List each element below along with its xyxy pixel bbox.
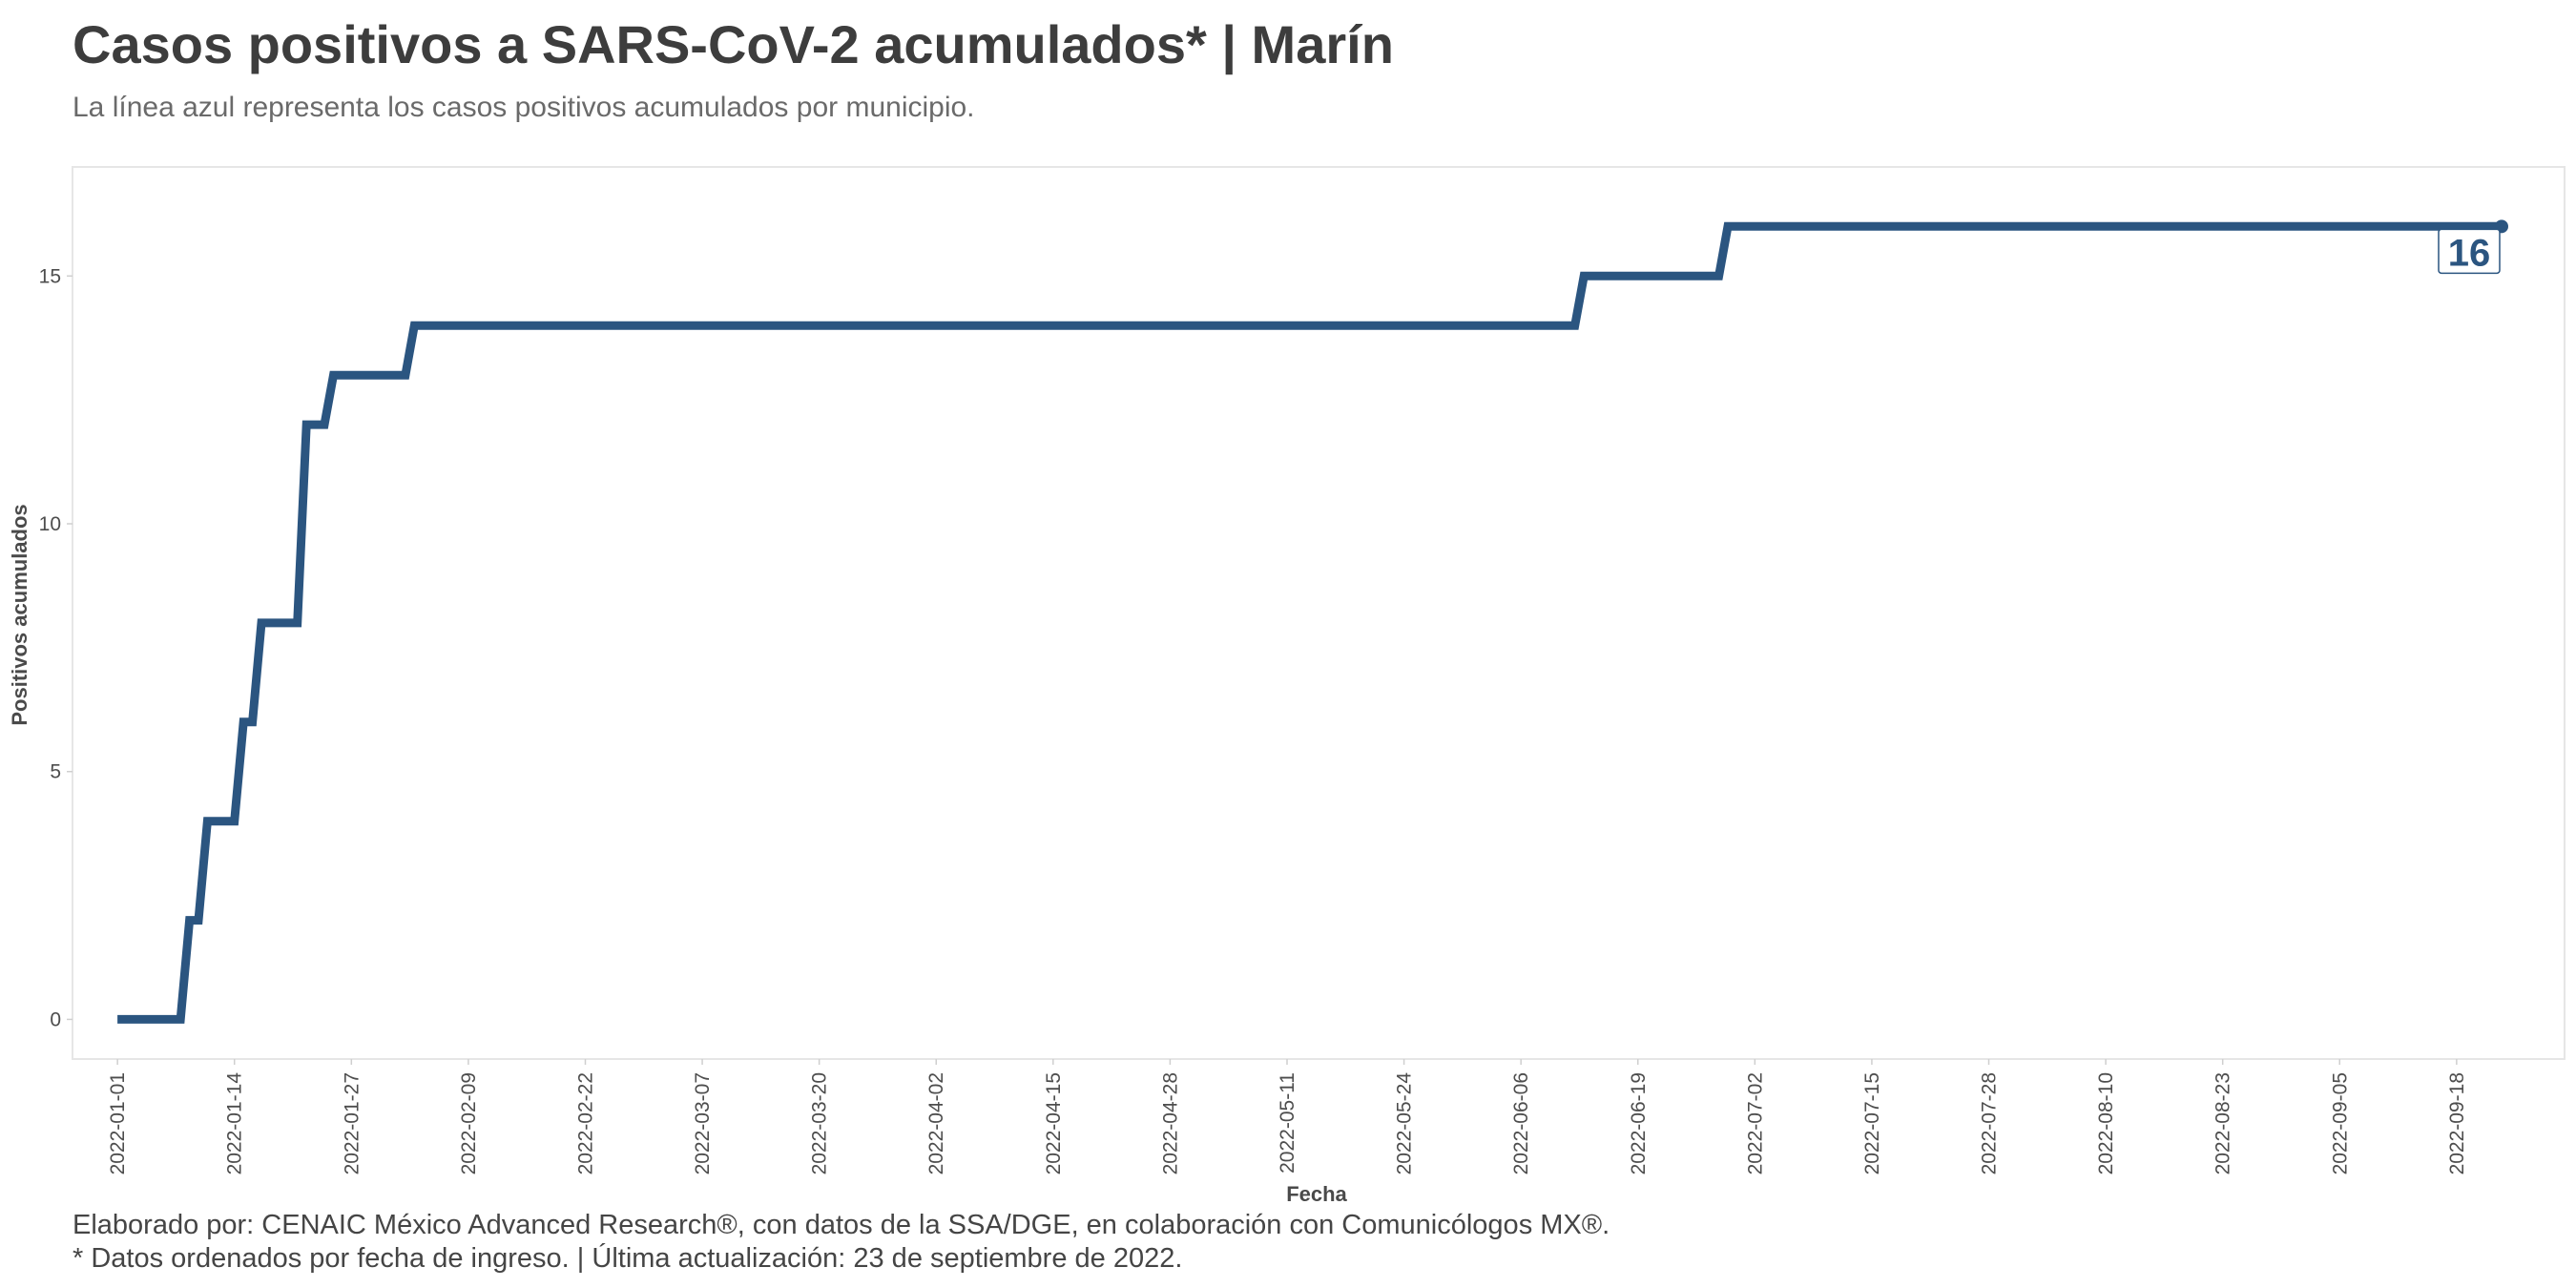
end-value-label: 16 — [2438, 228, 2501, 275]
x-tick-label: 2022-04-15 — [1043, 1072, 1065, 1174]
y-tick-label: 5 — [50, 761, 61, 783]
x-tick-label: 2022-02-09 — [458, 1072, 480, 1174]
x-tick-label: 2022-03-07 — [692, 1072, 714, 1174]
x-tick-label: 2022-01-14 — [224, 1072, 246, 1175]
chart-title: Casos positivos a SARS-CoV-2 acumulados*… — [73, 14, 1394, 74]
x-tick-label: 2022-02-22 — [574, 1072, 596, 1174]
x-axis-title: Fecha — [1286, 1182, 1347, 1206]
x-tick-label: 2022-08-23 — [2212, 1072, 2234, 1174]
x-tick-label: 2022-01-01 — [107, 1072, 129, 1174]
y-axis-title: Positivos acumulados — [8, 504, 31, 725]
plot-panel — [72, 166, 2566, 1060]
y-tick-label: 0 — [50, 1008, 61, 1030]
x-tick-label: 2022-01-27 — [341, 1072, 363, 1174]
x-tick-label: 2022-09-18 — [2446, 1072, 2468, 1174]
x-tick-label: 2022-05-11 — [1277, 1072, 1298, 1174]
end-value-label-box — [2438, 228, 2501, 275]
chart-subtitle: La línea azul representa los casos posit… — [73, 92, 975, 123]
x-tick-label: 2022-08-10 — [2095, 1072, 2117, 1174]
y-tick-label: 15 — [39, 265, 61, 287]
x-tick-label: 2022-07-15 — [1861, 1072, 1883, 1174]
x-tick-label: 2022-05-24 — [1394, 1072, 1416, 1175]
x-tick-label: 2022-04-28 — [1159, 1072, 1181, 1174]
source-caption: Elaborado por: CENAIC México Advanced Re… — [73, 1210, 1610, 1240]
x-tick-label: 2022-04-02 — [925, 1072, 947, 1174]
y-axis: 0 5 10 15 — [39, 265, 73, 1030]
x-axis: 2022-01-01 2022-01-14 2022-01-27 2022-02-09… — [107, 1059, 2468, 1174]
y-tick-label: 10 — [39, 513, 61, 535]
end-value-label-text: 16 — [2448, 232, 2491, 274]
x-tick-label: 2022-06-19 — [1628, 1072, 1650, 1174]
notes-caption: * Datos ordenados por fecha de ingreso. … — [73, 1243, 1183, 1274]
x-tick-label: 2022-06-06 — [1510, 1072, 1532, 1174]
x-tick-label: 2022-03-20 — [809, 1072, 831, 1174]
x-tick-label: 2022-07-02 — [1744, 1072, 1766, 1174]
x-tick-label: 2022-09-05 — [2329, 1072, 2351, 1174]
series-line — [117, 221, 2502, 1024]
x-tick-label: 2022-07-28 — [1979, 1072, 2001, 1174]
